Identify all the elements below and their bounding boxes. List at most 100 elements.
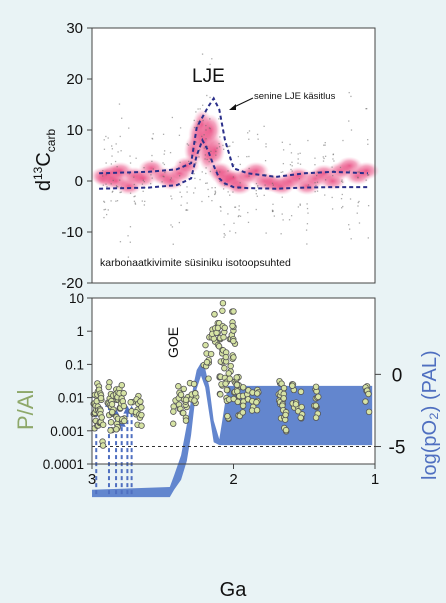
isotope-data-point (209, 118, 211, 120)
isotope-data-point (186, 202, 188, 204)
isotope-data-point (215, 154, 217, 156)
isotope-y-label: d13Ccarb (31, 129, 58, 192)
isotope-data-point (265, 146, 267, 148)
isotope-data-point (227, 213, 229, 215)
isotope-data-point (205, 172, 207, 175)
p-al-points-layer (90, 299, 373, 449)
isotope-data-point (314, 190, 316, 193)
p-al-data-point (253, 399, 260, 406)
isotope-data-point (171, 116, 174, 119)
isotope-data-point (248, 167, 250, 170)
oxygen-right-ticks: 0 -5 (375, 365, 405, 459)
isotope-data-point (152, 133, 154, 135)
isotope-data-point (226, 146, 229, 148)
p-al-data-point (365, 390, 372, 398)
p-al-data-point (127, 399, 134, 406)
isotope-data-point (133, 176, 135, 178)
isotope-data-point (291, 161, 293, 163)
isotope-data-point (257, 184, 259, 187)
isotope-data-point (162, 133, 165, 135)
isotope-data-point (178, 221, 181, 224)
isotope-data-point (210, 150, 212, 153)
isotope-data-point (206, 182, 208, 184)
isotope-data-point (348, 224, 350, 226)
isotope-data-point (290, 215, 293, 217)
isotope-data-point (342, 139, 344, 142)
isotope-data-point (150, 182, 152, 185)
isotope-data-point (348, 120, 350, 122)
isotope-data-point (209, 157, 211, 160)
p-al-data-point (297, 388, 305, 395)
isotope-data-point (197, 124, 199, 126)
isotope-data-point (333, 160, 335, 162)
isotope-data-point (129, 226, 132, 228)
isotope-data-point (206, 158, 208, 161)
isotope-data-point (179, 127, 182, 129)
p-al-data-point (107, 427, 114, 434)
isotope-data-point (273, 215, 275, 217)
isotope-data-point (196, 126, 199, 128)
isotope-data-point (233, 163, 235, 166)
isotope-data-point (232, 191, 234, 193)
isotope-data-point (186, 186, 188, 188)
isotope-data-point (367, 174, 369, 176)
isotope-data-point (223, 148, 225, 150)
isotope-data-point (316, 171, 318, 173)
isotope-data-point (282, 219, 284, 221)
isotope-data-point (207, 188, 209, 191)
isotope-data-point (170, 177, 172, 179)
isotope-data-point (112, 190, 114, 192)
p-al-data-point (253, 407, 261, 414)
isotope-data-point (198, 156, 200, 158)
p-al-data-point (362, 398, 369, 405)
p-al-data-point (108, 401, 116, 408)
isotope-envelope-envelope-upper (99, 96, 368, 178)
isotope-data-point (222, 188, 225, 190)
isotope-data-point (133, 200, 136, 202)
p-al-data-point (280, 384, 288, 392)
p-al-data-point (239, 402, 247, 410)
isotope-data-point (332, 174, 334, 177)
isotope-data-point (306, 207, 309, 210)
isotope-data-point (323, 157, 325, 160)
isotope-data-point (229, 194, 231, 196)
isotope-data-point (315, 184, 317, 187)
isotope-data-point (219, 171, 221, 173)
isotope-data-point (307, 212, 309, 214)
isotope-data-point (199, 178, 201, 181)
svg-text:d13Ccarb: d13Ccarb (31, 129, 58, 192)
p-al-data-point (289, 382, 296, 389)
p-al-data-point (230, 354, 237, 361)
p-al-data-point (221, 365, 228, 372)
isotope-data-point (202, 104, 204, 106)
isotope-data-point (331, 166, 333, 168)
isotope-data-point (272, 184, 274, 186)
isotope-data-point (290, 168, 292, 171)
lje-arrow-head (229, 104, 236, 110)
isotope-data-point (114, 160, 117, 163)
p-al-axis-label: P/Al (13, 390, 38, 430)
isotope-data-point (365, 179, 367, 181)
isotope-data-point (256, 195, 258, 197)
p-al-data-point (202, 341, 209, 349)
isotope-data-point (255, 182, 258, 185)
isotope-data-point (103, 216, 105, 219)
isotope-data-point (204, 154, 207, 156)
isotope-data-point (180, 204, 182, 206)
p-al-data-point (222, 353, 230, 361)
isotope-data-point (331, 208, 334, 210)
isotope-data-point (161, 181, 163, 183)
isotope-data-point (107, 209, 109, 211)
isotope-data-point (103, 200, 105, 203)
isotope-data-point (129, 155, 131, 157)
isotope-data-point (255, 189, 257, 192)
isotope-envelope-envelope-lower (99, 137, 368, 190)
isotope-data-point (185, 209, 187, 211)
age-tick-label: 1 (371, 471, 379, 488)
isotope-data-point (115, 200, 117, 202)
p-al-data-point (365, 408, 373, 416)
isotope-data-point (118, 103, 121, 105)
isotope-data-point (171, 198, 173, 200)
isotope-data-point (129, 192, 132, 194)
isotope-panel-frame (91, 27, 376, 284)
